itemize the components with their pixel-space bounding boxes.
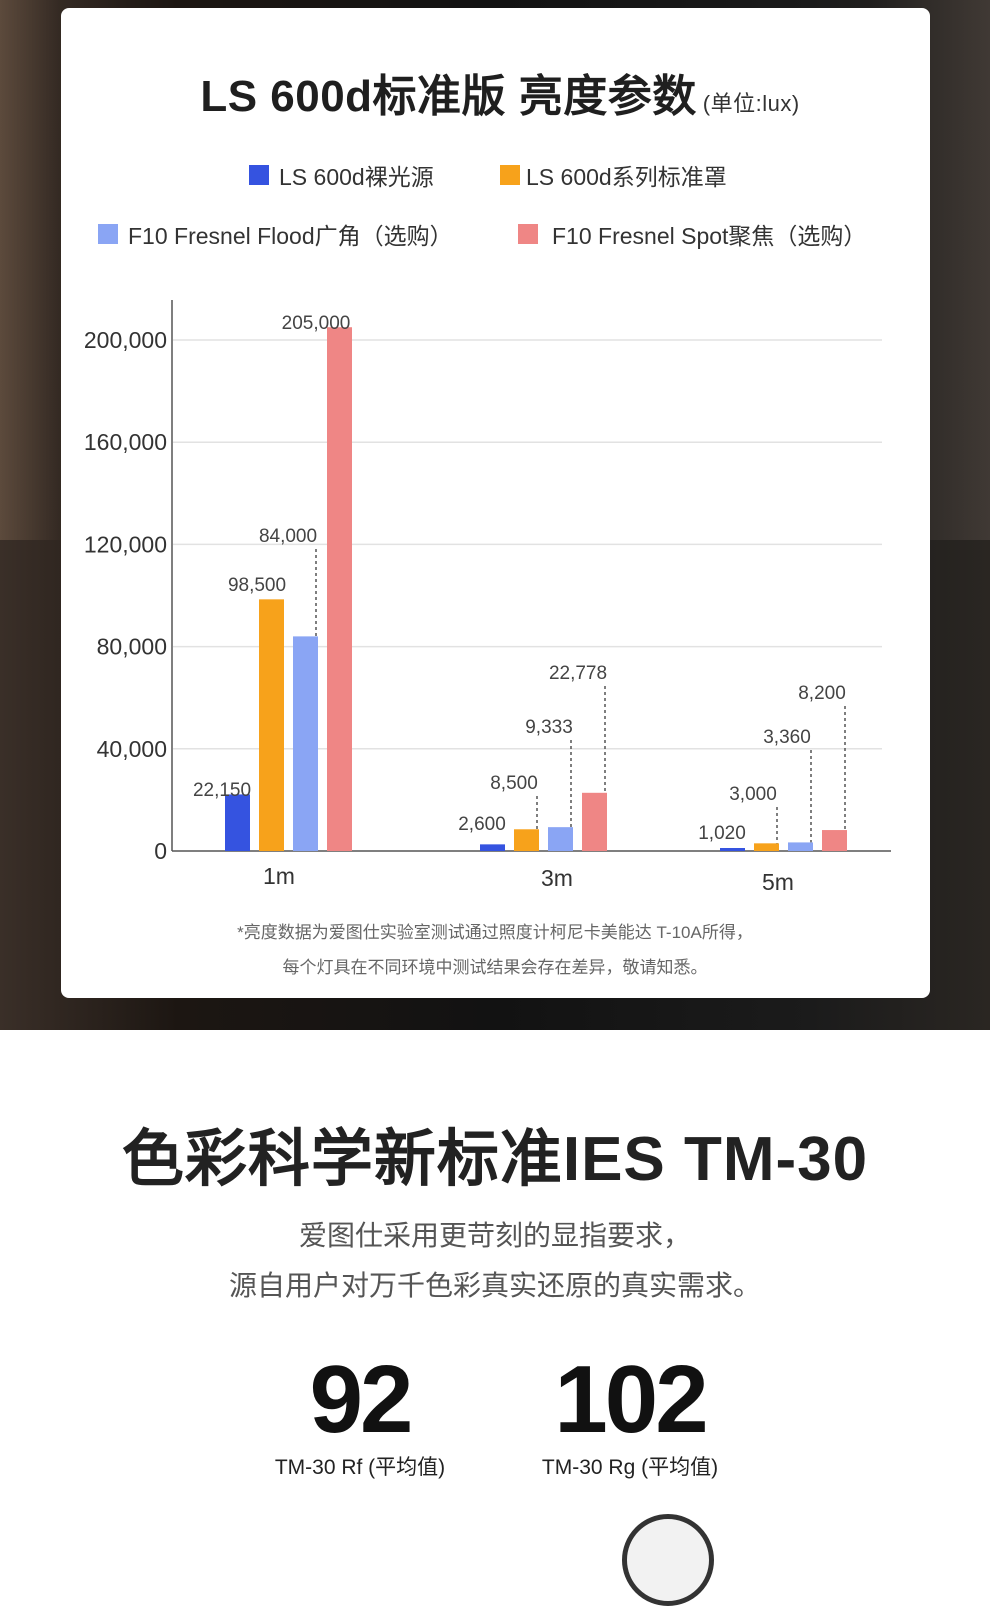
x-tick-label: 1m [263, 863, 295, 889]
bar [754, 843, 779, 851]
chart-card [61, 8, 930, 998]
legend-swatch-fresnel-flood [98, 224, 118, 244]
bar [788, 842, 813, 851]
stat-rf-value: 92 [309, 1346, 414, 1453]
bar [720, 848, 745, 851]
bar [480, 844, 505, 851]
section-subtitle-line-2: 源自用户对万千色彩真实还原的真实需求。 [228, 1270, 761, 1301]
bar [225, 794, 250, 851]
bar [293, 636, 318, 851]
bar [582, 792, 607, 851]
legend-item-standard-reflector: LS 600d系列标准罩 [500, 158, 727, 192]
bar [548, 827, 573, 851]
data-label: 22,150 [193, 780, 251, 801]
footnote-line-1: *亮度数据为爱图仕实验室测试通过照度计柯尼卡美能达 T-10A所得， [237, 923, 753, 942]
chart-unit: (单位:lux) [702, 91, 800, 116]
legend-label-standard-reflector: LS 600d系列标准罩 [526, 164, 727, 190]
data-label: 84,000 [259, 526, 317, 547]
legend-label-bare-light: LS 600d裸光源 [279, 164, 434, 190]
stat-rg-label: TM-30 Rg (平均值) [541, 1456, 719, 1479]
legend-item-fresnel-spot: F10 Fresnel Spot聚焦（选购） [518, 217, 866, 251]
legend-item-bare-light: LS 600d裸光源 [249, 158, 434, 192]
stat-rg-value: 102 [554, 1346, 708, 1453]
legend-label-fresnel-flood: F10 Fresnel Flood广角（选购） [128, 223, 453, 249]
bar [514, 829, 539, 851]
section-title: 色彩科学新标准IES TM-30 [121, 1125, 869, 1194]
y-tick-label: 160,000 [84, 429, 167, 455]
footnote-line-2: 每个灯具在不同环境中测试结果会存在差异，敬请知悉。 [282, 958, 708, 977]
bar [327, 327, 352, 852]
y-tick-label: 0 [154, 838, 167, 864]
data-label: 1,020 [698, 823, 746, 844]
y-tick-label: 40,000 [97, 736, 167, 762]
y-tick-label: 200,000 [84, 327, 167, 353]
legend-swatch-fresnel-spot [518, 224, 538, 244]
bar [259, 599, 284, 851]
data-label: 205,000 [282, 313, 351, 334]
bar [822, 830, 847, 851]
bar-chart: 0 40,000 80,000 120,000 160,000 200,000 1m 3m 5m… [84, 300, 891, 895]
y-tick-label: 120,000 [84, 531, 167, 557]
data-label: 3,000 [729, 784, 777, 805]
data-label: 8,500 [490, 773, 538, 794]
legend-item-fresnel-flood: F10 Fresnel Flood广角（选购） [98, 217, 453, 251]
data-label: 22,778 [549, 663, 607, 684]
section-subtitle-line-1: 爱图仕采用更苛刻的显指要求， [298, 1220, 691, 1251]
data-label: 3,360 [763, 727, 811, 748]
legend-swatch-bare-light [249, 165, 269, 185]
data-label: 98,500 [228, 575, 286, 596]
legend-swatch-standard-reflector [500, 165, 520, 185]
legend-label-fresnel-spot: F10 Fresnel Spot聚焦（选购） [552, 223, 867, 249]
data-label: 2,600 [458, 814, 506, 835]
chart-title: LS 600d标准版 亮度参数 (单位:lux) [0, 60, 990, 124]
chart-title-text: LS 600d标准版 亮度参数 [200, 72, 697, 121]
lamp-ring-image [622, 1514, 714, 1606]
data-label: 9,333 [525, 717, 573, 738]
x-tick-label: 5m [762, 869, 794, 895]
data-label: 8,200 [798, 683, 846, 704]
x-tick-label: 3m [541, 865, 573, 891]
stat-rf-label: TM-30 Rf (平均值) [274, 1456, 446, 1479]
y-tick-label: 80,000 [97, 634, 167, 660]
